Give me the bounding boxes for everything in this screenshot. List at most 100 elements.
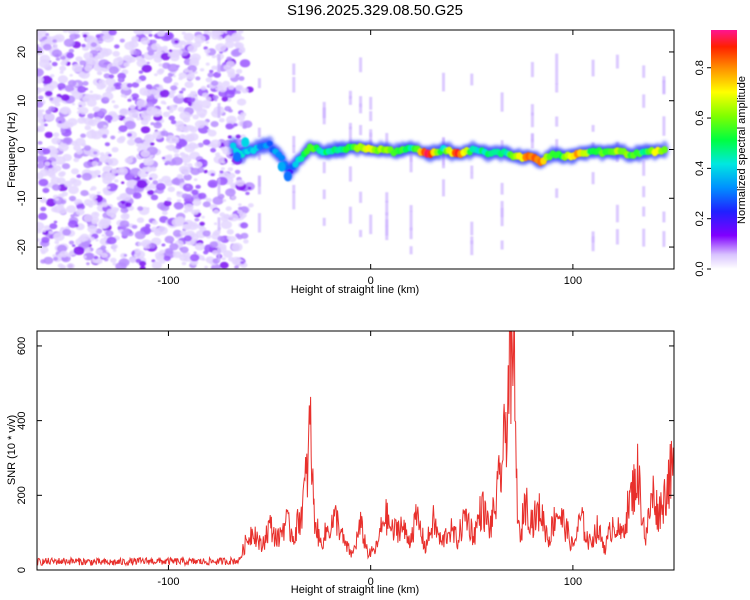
- noise-speckle: [48, 166, 58, 175]
- noise-speckle: [93, 255, 99, 260]
- frequency-streak: [369, 96, 373, 110]
- frequency-streak: [217, 217, 221, 231]
- noise-speckle: [153, 190, 158, 194]
- noise-speckle: [237, 30, 244, 34]
- frequency-streak: [359, 191, 363, 203]
- noise-speckle: [204, 49, 211, 54]
- noise-speckle: [191, 91, 197, 95]
- noise-speckle: [171, 137, 180, 144]
- noise-speckle: [103, 125, 108, 128]
- noise-speckle: [131, 82, 140, 88]
- noise-speckle: [84, 65, 93, 72]
- noise-speckle: [87, 225, 98, 233]
- noise-speckle: [225, 206, 232, 212]
- noise-speckle: [140, 37, 151, 45]
- noise-speckle: [195, 209, 201, 213]
- frequency-streak: [322, 101, 326, 119]
- noise-speckle: [95, 52, 105, 60]
- noise-speckle: [189, 126, 198, 133]
- noise-speckle: [219, 261, 229, 269]
- snr-series-line: [37, 331, 674, 568]
- noise-speckle: [119, 38, 125, 43]
- noise-speckle: [189, 56, 200, 64]
- noise-speckle: [159, 89, 170, 98]
- noise-speckle: [169, 243, 179, 251]
- noise-speckle: [177, 106, 185, 113]
- noise-speckle: [60, 94, 70, 101]
- frequency-streak: [555, 53, 559, 71]
- noise-speckle: [129, 96, 133, 99]
- ridge-blob: [661, 146, 668, 154]
- snr-x-tick-label: 100: [564, 576, 582, 588]
- noise-speckle: [148, 33, 153, 37]
- noise-speckle: [48, 106, 56, 112]
- noise-speckle: [172, 74, 176, 78]
- noise-speckle: [239, 212, 247, 219]
- ridge-core-layer: [230, 137, 668, 182]
- noise-speckle: [113, 57, 124, 66]
- noise-speckle: [235, 134, 241, 139]
- noise-speckle: [106, 183, 118, 192]
- frequency-streak: [662, 231, 666, 247]
- frequency-streak: [591, 125, 595, 132]
- noise-speckle: [220, 167, 225, 171]
- noise-speckle: [60, 129, 66, 134]
- noise-speckle: [141, 140, 153, 149]
- noise-speckle: [240, 112, 247, 117]
- noise-speckle: [37, 101, 44, 108]
- noise-speckle: [92, 106, 101, 112]
- noise-speckle: [134, 137, 143, 144]
- frequency-streak: [555, 83, 559, 93]
- noise-speckle: [203, 30, 210, 34]
- noise-speckle: [174, 120, 185, 128]
- noise-speckle: [240, 222, 249, 229]
- noise-speckle: [83, 255, 87, 259]
- spectrogram-y-tick-label: 20: [16, 46, 28, 58]
- noise-speckle: [210, 173, 215, 177]
- noise-speckle: [112, 50, 120, 57]
- noise-speckle: [194, 120, 206, 129]
- noise-speckle: [243, 239, 249, 244]
- ridge-blob: [283, 171, 292, 182]
- noise-speckle: [202, 201, 211, 208]
- noise-speckle: [248, 203, 254, 208]
- noise-speckle: [183, 256, 192, 262]
- noise-speckle: [59, 171, 66, 176]
- noise-speckle: [217, 36, 223, 41]
- noise-speckle: [161, 156, 166, 160]
- noise-speckle: [191, 189, 199, 195]
- noise-speckle: [38, 109, 42, 113]
- noise-speckle: [189, 254, 200, 262]
- noise-speckle: [81, 172, 92, 181]
- noise-speckle: [170, 85, 178, 91]
- noise-speckle: [192, 114, 199, 120]
- noise-speckle: [101, 96, 110, 104]
- noise-speckle: [172, 251, 182, 259]
- noise-speckle: [236, 90, 241, 95]
- noise-speckle: [95, 249, 103, 255]
- noise-speckle: [40, 250, 46, 255]
- noise-speckle: [53, 232, 65, 242]
- noise-speckle: [68, 185, 79, 195]
- noise-speckle: [43, 36, 48, 40]
- frequency-streak: [615, 54, 619, 69]
- noise-speckle: [123, 62, 130, 67]
- noise-speckle: [66, 205, 77, 214]
- noise-speckle: [151, 259, 156, 263]
- noise-speckle: [106, 236, 117, 245]
- noise-speckle: [120, 207, 129, 214]
- noise-speckle: [97, 71, 103, 76]
- frequency-streak: [591, 172, 595, 185]
- noise-speckle: [218, 85, 228, 93]
- noise-speckle: [118, 125, 128, 133]
- noise-speckle: [136, 217, 145, 223]
- frequency-streak: [257, 78, 261, 89]
- noise-speckle: [160, 130, 169, 137]
- noise-speckle: [83, 145, 92, 151]
- noise-speckle: [162, 62, 171, 69]
- noise-speckle: [42, 43, 52, 51]
- noise-speckle: [87, 113, 95, 119]
- noise-speckle: [89, 129, 95, 134]
- noise-speckle: [78, 104, 83, 108]
- snr-y-tick-label: 0: [16, 567, 28, 573]
